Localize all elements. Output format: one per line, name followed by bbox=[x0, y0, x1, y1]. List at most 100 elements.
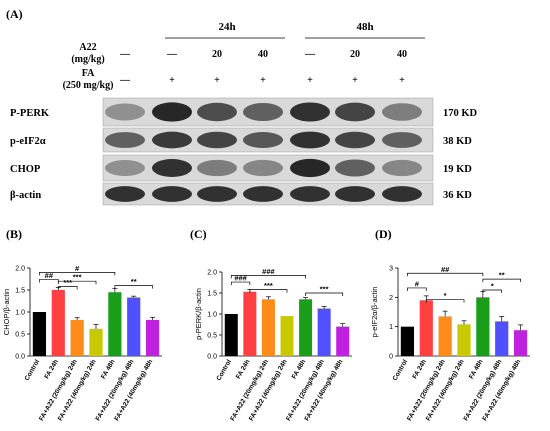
blot-band-2-2 bbox=[197, 159, 237, 177]
group-48h-label: 48h bbox=[356, 21, 373, 33]
y-tick-label: 0.0 bbox=[207, 354, 217, 361]
bar bbox=[280, 316, 294, 356]
bar bbox=[513, 330, 528, 356]
significance-marker: * bbox=[444, 291, 447, 300]
blot-strips: P-PERK 170 KD p-eIF2α 38 KD CHOP 19 KD β-actin… bbox=[10, 97, 478, 206]
y-tick-label: 0.5 bbox=[207, 333, 217, 340]
bar bbox=[108, 292, 122, 356]
band-size-1: 38 KD bbox=[443, 136, 472, 147]
panel-label: (D) bbox=[375, 227, 392, 241]
x-tick-label: FA 24h bbox=[411, 358, 428, 380]
blot-row-2: CHOP 19 KD bbox=[10, 154, 472, 182]
bar bbox=[336, 326, 350, 356]
x-tick-label: FA+A22 (40mg/kg) 48h bbox=[304, 358, 345, 422]
a22-dose-row: — — 20 40 — 20 40 bbox=[119, 49, 407, 60]
significance-bracket bbox=[230, 281, 251, 286]
significance-bracket bbox=[57, 286, 78, 290]
significance-bracket bbox=[57, 280, 97, 285]
blot-band-2-5 bbox=[335, 159, 375, 177]
x-tick-label: FA+A22 (40mg/kg) 24h bbox=[57, 358, 98, 422]
significance-bracket bbox=[39, 272, 116, 276]
a22-label: A22 bbox=[79, 42, 96, 53]
blot-band-3-3 bbox=[243, 186, 283, 202]
significance-marker: # bbox=[415, 279, 420, 288]
x-tick-label: FA 48h bbox=[100, 358, 117, 380]
significance-marker: *** bbox=[320, 285, 329, 294]
bar bbox=[476, 297, 490, 356]
blot-band-0-1 bbox=[152, 102, 192, 122]
bar bbox=[299, 299, 313, 356]
panel-label: (C) bbox=[190, 227, 207, 241]
fa-dose-row: — + + + + + + bbox=[119, 75, 405, 86]
y-tick-label: 1.0 bbox=[207, 312, 217, 319]
fa-dose-5: + bbox=[352, 75, 358, 86]
x-tick-label: Control bbox=[392, 358, 410, 382]
significance-bracket bbox=[482, 289, 503, 293]
y-tick-label: 2.0 bbox=[207, 270, 217, 277]
significance-marker: ** bbox=[499, 271, 505, 280]
a22-dose-4: — bbox=[304, 49, 316, 60]
blot-band-3-4 bbox=[290, 186, 330, 202]
blot-band-2-3 bbox=[243, 159, 283, 177]
bar bbox=[457, 324, 471, 356]
y-tick-label: 2 bbox=[389, 295, 393, 302]
fa-dose-4: + bbox=[307, 75, 313, 86]
group-24h-label: 24h bbox=[218, 21, 235, 33]
x-tick-label: FA+A22 (40mg/kg) 48h bbox=[113, 358, 154, 422]
y-tick-label: 1 bbox=[389, 324, 393, 331]
significance-marker: ** bbox=[131, 277, 137, 286]
significance-bracket bbox=[114, 285, 153, 289]
bar bbox=[495, 321, 509, 356]
bar bbox=[145, 319, 160, 356]
blot-band-2-0 bbox=[105, 160, 145, 176]
blot-band-0-5 bbox=[335, 102, 375, 122]
a22-dose-0: — bbox=[119, 49, 131, 60]
western-blot-panel: (A) 24h 48h A22 (mg/kg) FA (250 mg/kg) —… bbox=[6, 7, 478, 206]
blot-row-1: p-eIF2α 38 KD bbox=[10, 127, 472, 153]
significance-marker: ### bbox=[234, 274, 247, 283]
significance-bracket bbox=[425, 299, 465, 303]
y-tick-label: 1.0 bbox=[15, 310, 25, 317]
y-tick-label: 0.5 bbox=[15, 332, 25, 339]
significance-marker: ## bbox=[45, 271, 54, 280]
a22-dose-2: 20 bbox=[212, 49, 222, 60]
blot-band-3-2 bbox=[197, 186, 237, 202]
y-axis-label: CHOP/β-actin bbox=[2, 289, 11, 335]
protein-label-0: P-PERK bbox=[10, 108, 50, 119]
panel-a-label: (A) bbox=[6, 7, 23, 21]
blot-band-1-2 bbox=[197, 131, 237, 149]
protein-label-1: p-eIF2α bbox=[10, 136, 46, 147]
blot-row-3: β-actin 36 KD bbox=[10, 182, 472, 206]
bar bbox=[438, 316, 452, 356]
blot-band-0-3 bbox=[243, 102, 283, 122]
y-tick-label: 2.0 bbox=[15, 266, 25, 273]
blot-band-1-5 bbox=[335, 131, 375, 149]
a22-unit-label: (mg/kg) bbox=[71, 54, 104, 65]
significance-marker: *** bbox=[73, 273, 82, 282]
significance-marker: *** bbox=[63, 278, 72, 287]
fa-dose-label: (250 mg/kg) bbox=[63, 80, 114, 91]
blot-band-1-0 bbox=[105, 132, 145, 148]
x-tick-label: FA 48h bbox=[291, 358, 308, 380]
y-axis-label: p-PERK/β-actin bbox=[194, 288, 203, 340]
y-tick-label: 1.5 bbox=[207, 291, 217, 298]
blot-band-0-0 bbox=[105, 103, 145, 121]
significance-bracket bbox=[407, 272, 484, 277]
significance-bracket bbox=[249, 289, 288, 293]
x-tick-label: FA 24h bbox=[235, 358, 252, 380]
bar bbox=[70, 319, 84, 356]
bar bbox=[89, 328, 103, 356]
significance-bracket bbox=[407, 287, 427, 291]
x-tick-label: FA+A22 (40mg/kg) 24h bbox=[425, 358, 466, 422]
fa-dose-3: + bbox=[260, 75, 266, 86]
blot-band-2-1 bbox=[152, 159, 192, 177]
blot-band-1-6 bbox=[382, 132, 422, 148]
significance-marker: # bbox=[75, 264, 80, 273]
significance-bracket bbox=[482, 278, 521, 283]
blot-band-2-6 bbox=[382, 159, 422, 177]
significance-bracket bbox=[305, 292, 344, 296]
fa-dose-6: + bbox=[399, 75, 405, 86]
blot-band-1-4 bbox=[290, 131, 330, 149]
